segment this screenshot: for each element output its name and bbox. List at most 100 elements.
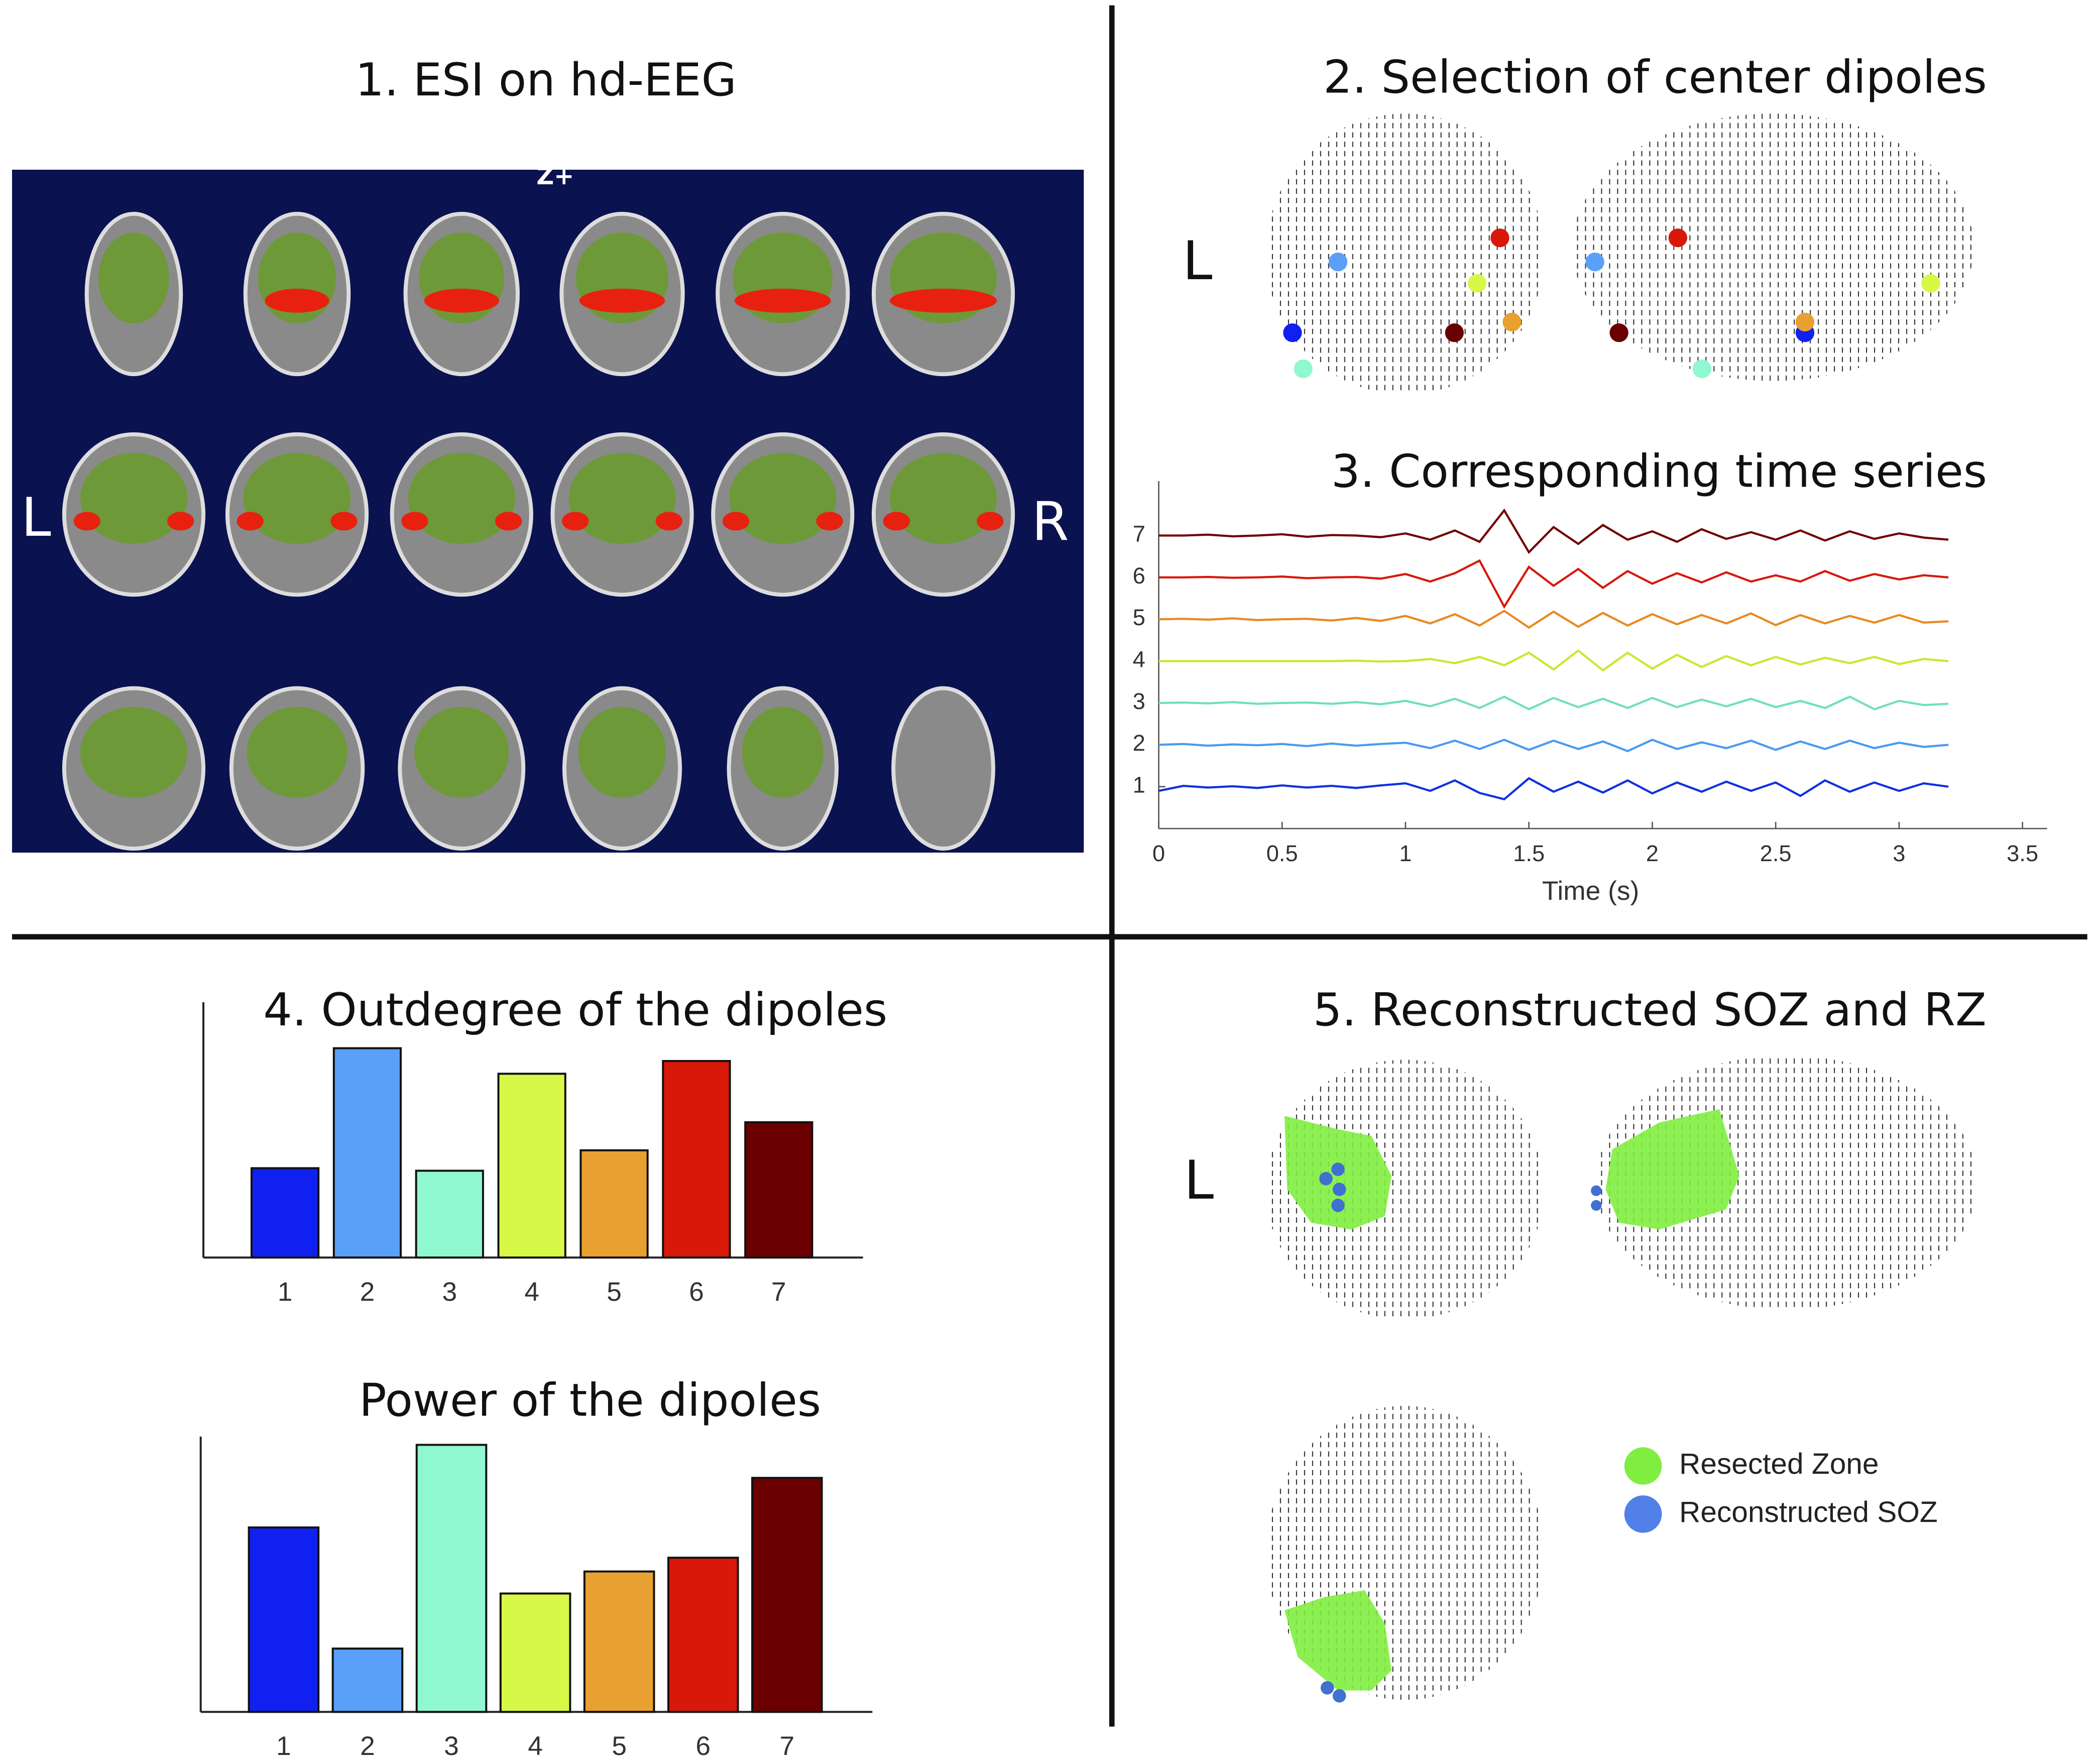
activity-hotspot bbox=[562, 512, 589, 531]
bar bbox=[415, 1444, 488, 1713]
activity-hotspot bbox=[424, 288, 499, 313]
brain-activity bbox=[80, 453, 188, 544]
x-tick-label: 7 bbox=[771, 1277, 786, 1307]
resected-zone bbox=[1605, 1109, 1739, 1230]
bar bbox=[250, 1167, 320, 1259]
y-tick-label: 6 bbox=[1133, 563, 1145, 589]
panel-title: 2. Selection of center dipoles bbox=[1323, 51, 1987, 104]
bar bbox=[415, 1169, 484, 1259]
brain-activity bbox=[729, 453, 837, 544]
series-line bbox=[1158, 695, 1949, 711]
y-tick-label: 3 bbox=[1133, 688, 1145, 714]
activity-hotspot bbox=[330, 512, 358, 531]
activity-hotspot bbox=[495, 512, 522, 531]
activity-hotspot bbox=[73, 512, 100, 531]
series-line bbox=[1158, 649, 1949, 672]
legend: Resected Zone Reconstructed SOZ bbox=[1624, 1447, 1938, 1533]
x-axis-label: Time (s) bbox=[1542, 876, 1639, 906]
bar bbox=[331, 1648, 404, 1713]
legend-swatch bbox=[1624, 1447, 1662, 1485]
side-label: L bbox=[1183, 230, 1212, 292]
activity-hotspot bbox=[883, 512, 910, 531]
legend-swatch bbox=[1624, 1495, 1662, 1533]
x-tick-label: 5 bbox=[612, 1731, 627, 1761]
series-line bbox=[1158, 739, 1949, 753]
x-tick-label: 4 bbox=[524, 1277, 539, 1307]
brain-activity bbox=[414, 707, 509, 798]
x-tick-label: 2 bbox=[360, 1731, 375, 1761]
y-tick-label: 2 bbox=[1133, 730, 1145, 756]
legend-label: Resected Zone bbox=[1679, 1448, 1879, 1480]
bar bbox=[662, 1060, 731, 1259]
y-tick-label: 1 bbox=[1133, 772, 1145, 798]
x-tick-label: 3 bbox=[1893, 841, 1905, 866]
x-tick-label: 1 bbox=[1399, 841, 1412, 866]
dipole-markers bbox=[1283, 228, 1940, 379]
dipole-grid bbox=[1265, 1060, 1544, 1319]
bar bbox=[499, 1592, 571, 1713]
legend-label: Reconstructed SOZ bbox=[1679, 1496, 1938, 1528]
brain-activity bbox=[742, 707, 824, 798]
bar bbox=[579, 1149, 649, 1259]
activity-hotspot bbox=[401, 512, 428, 531]
y-tick-label: 5 bbox=[1133, 605, 1145, 630]
bar bbox=[497, 1073, 566, 1259]
activity-hotspot bbox=[579, 288, 665, 313]
bar bbox=[751, 1477, 823, 1713]
dipole-grid bbox=[1265, 113, 1544, 395]
activity-hotspot bbox=[265, 288, 329, 313]
activity-hotspot bbox=[889, 288, 997, 313]
series-line bbox=[1158, 559, 1949, 609]
series-line bbox=[1158, 508, 1949, 554]
mri-slices bbox=[62, 211, 1015, 851]
brain-activity bbox=[98, 232, 169, 324]
brain-activity bbox=[247, 707, 347, 798]
x-tick-label: 7 bbox=[779, 1731, 794, 1761]
activity-hotspot bbox=[816, 512, 843, 531]
x-tick-label: 5 bbox=[607, 1277, 622, 1307]
activity-hotspot bbox=[237, 512, 264, 531]
series-line bbox=[1158, 777, 1949, 801]
brain-activity bbox=[408, 453, 515, 544]
head-slice bbox=[891, 686, 995, 851]
series-line bbox=[1158, 610, 1949, 629]
x-tick-label: 3.5 bbox=[2007, 841, 2038, 866]
activity-hotspot bbox=[722, 512, 750, 531]
dipole-grid bbox=[1572, 113, 1974, 381]
bar bbox=[667, 1557, 739, 1713]
bar bbox=[744, 1121, 813, 1259]
x-tick-label: 6 bbox=[695, 1731, 711, 1761]
x-tick-label: 6 bbox=[689, 1277, 704, 1307]
bar bbox=[248, 1526, 320, 1713]
y-tick-label: 7 bbox=[1133, 521, 1145, 546]
x-tick-label: 2 bbox=[360, 1277, 375, 1307]
bar bbox=[583, 1570, 655, 1713]
side-label: R bbox=[1032, 491, 1069, 553]
x-tick-label: 1.5 bbox=[1513, 841, 1545, 866]
x-tick-label: 2 bbox=[1646, 841, 1659, 866]
x-tick-label: 2.5 bbox=[1760, 841, 1792, 866]
x-tick-label: 4 bbox=[528, 1731, 543, 1761]
x-tick-label: 3 bbox=[444, 1731, 459, 1761]
activity-hotspot bbox=[734, 288, 831, 313]
x-tick-label: 3 bbox=[442, 1277, 457, 1307]
brain-activity bbox=[889, 453, 997, 544]
side-label: L bbox=[1184, 1149, 1214, 1212]
bar bbox=[332, 1047, 402, 1259]
x-tick-label: 0 bbox=[1152, 841, 1165, 866]
side-label: L bbox=[21, 487, 51, 549]
activity-hotspot bbox=[977, 512, 1004, 531]
soz-markers bbox=[1319, 1162, 1602, 1703]
panel-title: 5. Reconstructed SOZ and RZ bbox=[1313, 984, 1987, 1036]
chart-title: 3. Corresponding time series bbox=[1331, 445, 1987, 498]
axis-label: Z+ bbox=[536, 163, 574, 190]
chart-title: Power of the dipoles bbox=[359, 1374, 821, 1427]
y-tick-label: 4 bbox=[1133, 647, 1145, 672]
chart-title: 4. Outdegree of the dipoles bbox=[263, 984, 887, 1036]
brain-activity bbox=[80, 707, 188, 798]
x-tick-label: 1 bbox=[278, 1277, 293, 1307]
resected-zone bbox=[1284, 1590, 1392, 1691]
activity-hotspot bbox=[167, 512, 194, 531]
brain-activity bbox=[568, 453, 676, 544]
